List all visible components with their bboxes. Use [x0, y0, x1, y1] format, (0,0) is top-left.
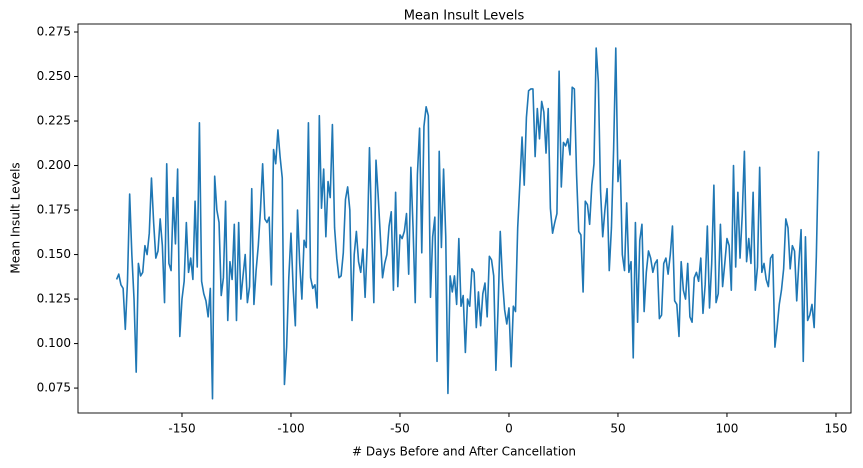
- x-tick-label: -50: [390, 422, 410, 436]
- y-tick-label: 0.250: [37, 69, 71, 83]
- x-axis-label: # Days Before and After Cancellation: [352, 445, 576, 459]
- y-tick-label: 0.125: [37, 292, 71, 306]
- y-axis-label: Mean Insult Levels: [9, 162, 23, 273]
- x-tick-label: -150: [168, 422, 195, 436]
- y-tick-label: 0.150: [37, 247, 71, 261]
- y-tick-label: 0.200: [37, 158, 71, 172]
- x-tick-label: 50: [610, 422, 625, 436]
- x-tick-label: 100: [716, 422, 739, 436]
- chart-title: Mean Insult Levels: [404, 9, 525, 24]
- plot-frame: [77, 23, 852, 414]
- x-tick-label: 150: [825, 422, 848, 436]
- y-tick-label: 0.275: [37, 25, 71, 39]
- y-tick-label: 0.175: [37, 203, 71, 217]
- x-tick-label: 0: [505, 422, 513, 436]
- y-tick-label: 0.225: [37, 114, 71, 128]
- y-tick-label: 0.100: [37, 336, 71, 350]
- y-tick-label: 0.075: [37, 381, 71, 395]
- line: [115, 47, 820, 400]
- x-tick-label: -100: [277, 422, 304, 436]
